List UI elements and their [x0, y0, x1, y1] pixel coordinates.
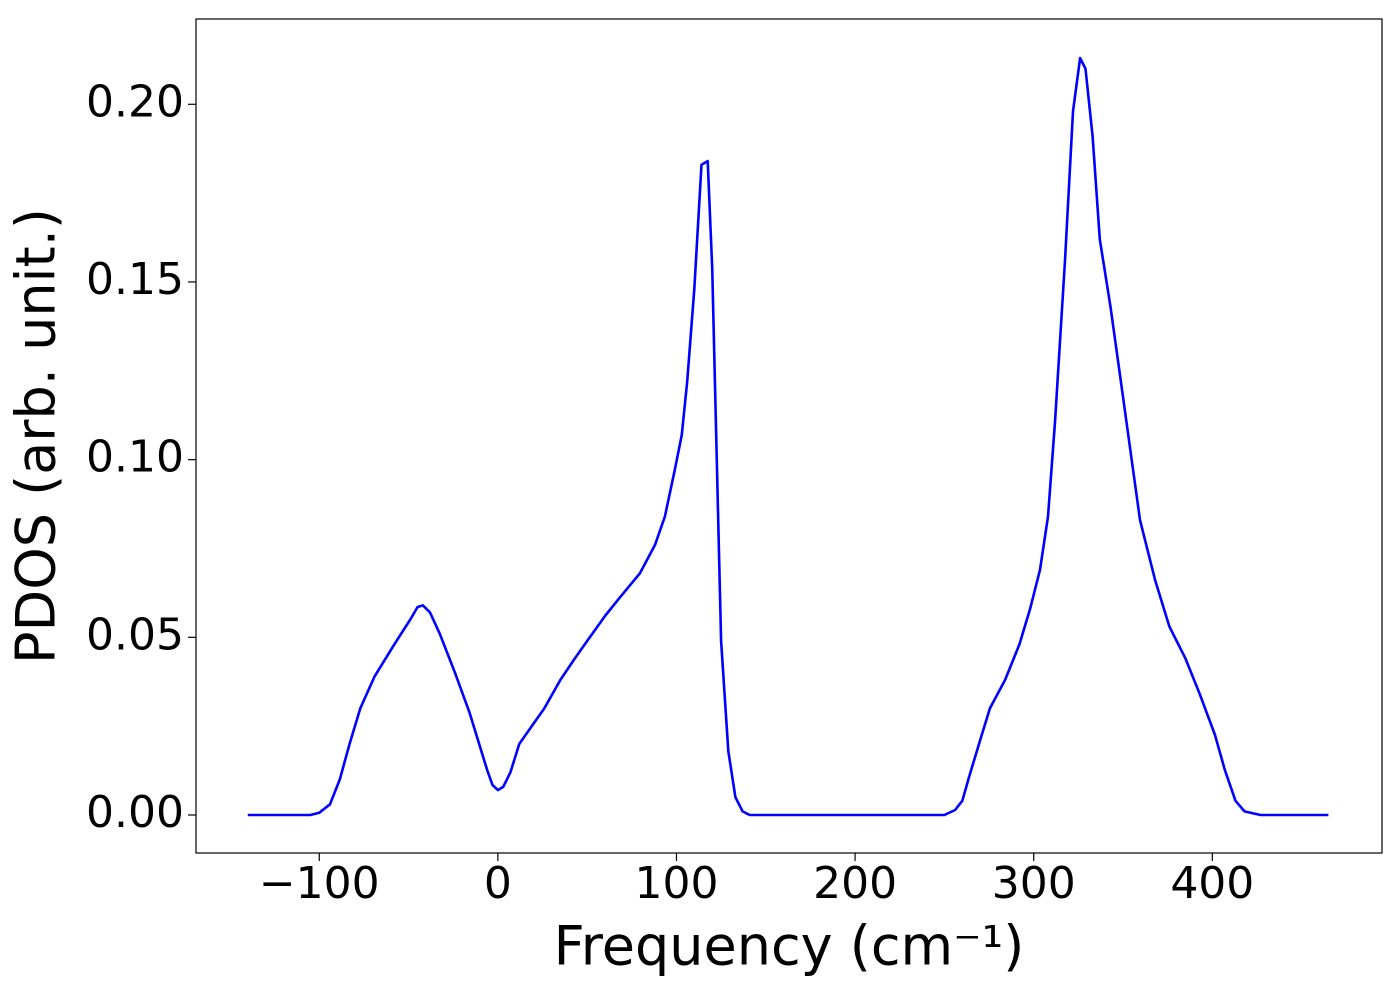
y-tick-label: 0.15	[86, 254, 184, 305]
y-tick-label: 0.00	[86, 787, 184, 838]
x-tick-label: 400	[1170, 858, 1254, 909]
plot-frame	[195, 18, 1383, 854]
y-axis-label: PDOS (arb. unit.)	[5, 208, 68, 664]
x-tick-label: −100	[259, 858, 380, 909]
y-tick-label: 0.10	[86, 432, 184, 483]
y-tick-label: 0.20	[86, 76, 184, 127]
data-line	[247, 56, 1329, 817]
x-tick-label: 100	[634, 858, 718, 909]
x-tick-label: 200	[813, 858, 897, 909]
x-axis-label: Frequency (cm⁻¹)	[554, 915, 1025, 978]
y-tick-label: 0.05	[86, 609, 184, 660]
x-tick-label: 0	[484, 858, 512, 909]
x-tick-label: 300	[992, 858, 1076, 909]
